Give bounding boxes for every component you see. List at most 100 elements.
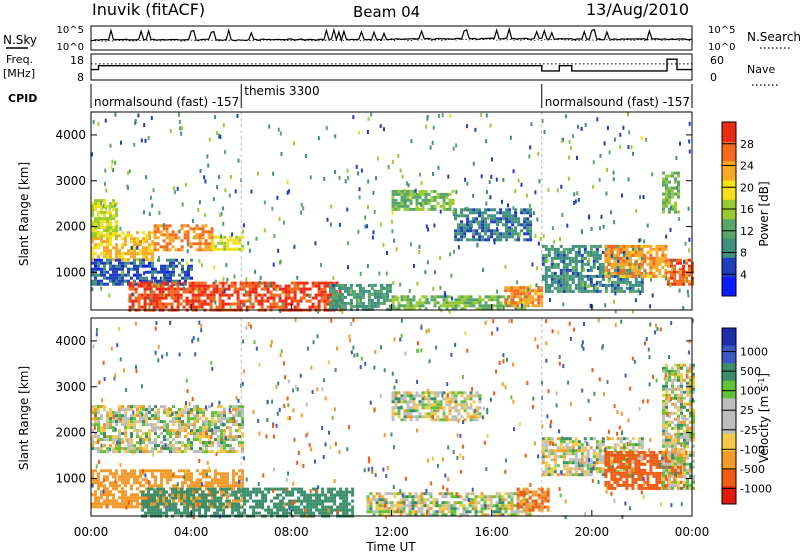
heatmap-cell [238, 423, 241, 427]
heatmap-cell [349, 283, 353, 287]
heatmap-cell [211, 238, 215, 242]
heatmap-cell [460, 223, 464, 227]
heatmap-cell [177, 508, 181, 512]
heatmap-cell [151, 429, 154, 433]
heatmap-cell [245, 281, 249, 285]
heatmap-cell [196, 420, 199, 424]
heatmap-cell [556, 274, 560, 278]
heatmap-cell [112, 214, 115, 218]
heatmap-speckle [683, 259, 685, 264]
heatmap-cell [202, 423, 205, 427]
heatmap-cell [278, 284, 282, 288]
heatmap-cell [194, 299, 198, 303]
heatmap-cell [229, 247, 233, 251]
heatmap-cell [136, 432, 139, 436]
heatmap-speckle [452, 210, 455, 214]
heatmap-cell [91, 258, 94, 262]
heatmap-cell [468, 510, 472, 514]
heatmap-speckle [439, 255, 442, 260]
heatmap-cell [415, 198, 419, 202]
heatmap-cell [150, 511, 154, 515]
heatmap-cell [106, 217, 109, 221]
heatmap-cell [385, 292, 389, 296]
heatmap-cell [522, 495, 526, 499]
heatmap-cell [241, 472, 244, 476]
heatmap-cell [94, 237, 97, 241]
heatmap-speckle [373, 289, 376, 294]
heatmap-cell [133, 258, 136, 262]
heatmap-cell [565, 271, 569, 275]
heatmap-cell [574, 244, 578, 248]
heatmap-cell [507, 501, 511, 505]
heatmap-cell [284, 287, 288, 291]
heatmap-cell [619, 247, 623, 251]
heatmap-cell [284, 290, 288, 294]
heatmap-cell [448, 418, 452, 422]
heatmap-cell [217, 426, 220, 430]
heatmap-cell [115, 243, 118, 247]
heatmap-cell [439, 195, 443, 199]
heatmap-cell [481, 304, 485, 308]
heatmap-cell [219, 508, 223, 512]
heatmap-cell [139, 496, 142, 500]
heatmap-cell [403, 198, 407, 202]
heatmap-cell [293, 287, 297, 291]
heatmap-cell [592, 274, 596, 278]
heatmap-cell [201, 224, 205, 228]
heatmap-cell [385, 295, 389, 299]
heatmap-cell [186, 499, 190, 503]
heatmap-cell [133, 246, 136, 250]
heatmap-cell [190, 444, 193, 448]
heatmap-cell [112, 475, 115, 479]
heatmap-cell [450, 507, 454, 511]
heatmap-cell [281, 299, 285, 303]
heatmap-speckle [390, 219, 393, 224]
heatmap-cell [212, 293, 216, 297]
heatmap-cell [478, 394, 482, 398]
heatmap-speckle [134, 119, 137, 123]
heatmap-speckle [128, 169, 131, 174]
heatmap-cell [142, 408, 145, 412]
heatmap-cell [145, 408, 148, 412]
heatmap-cell [320, 299, 324, 303]
heatmap-speckle [588, 215, 591, 220]
heatmap-cell [216, 508, 220, 512]
heatmap-cell [387, 507, 391, 511]
heatmap-speckle [613, 220, 616, 225]
heatmap-cell [217, 429, 220, 433]
heatmap-cell [131, 299, 135, 303]
heatmap-cell [235, 414, 238, 418]
n-search-label: N.Search [747, 30, 800, 44]
heatmap-cell [97, 220, 100, 224]
heatmap-cell [403, 307, 407, 311]
heatmap-cell [142, 478, 145, 482]
heatmap-cell [631, 286, 635, 290]
heatmap-cell [505, 220, 509, 224]
heatmap-cell [326, 284, 330, 288]
heatmap-cell [154, 279, 157, 283]
heatmap-cell [330, 505, 334, 509]
heatmap-cell [118, 273, 121, 277]
heatmap-cell [448, 397, 452, 401]
heatmap-cell [100, 493, 103, 497]
heatmap-cell [217, 472, 220, 476]
heatmap-cell [568, 268, 572, 272]
heatmap-cell [454, 397, 458, 401]
heatmap-speckle [543, 130, 546, 135]
heatmap-cell [444, 495, 448, 499]
heatmap-cell [436, 391, 440, 395]
heatmap-cell [409, 409, 413, 413]
heatmap-cell [238, 444, 241, 448]
heatmap-speckle [437, 114, 440, 118]
heatmap-cell [525, 304, 529, 308]
heatmap-cell [106, 438, 109, 442]
heatmap-cell [403, 195, 407, 199]
heatmap-speckle [147, 135, 150, 140]
heatmap-speckle [366, 264, 369, 269]
heatmap-cell [336, 493, 340, 497]
heatmap-cell [334, 292, 338, 296]
heatmap-cell [622, 244, 626, 248]
heatmap-cell [144, 499, 148, 503]
heatmap-cell [516, 304, 520, 308]
heatmap-cell [133, 240, 136, 244]
